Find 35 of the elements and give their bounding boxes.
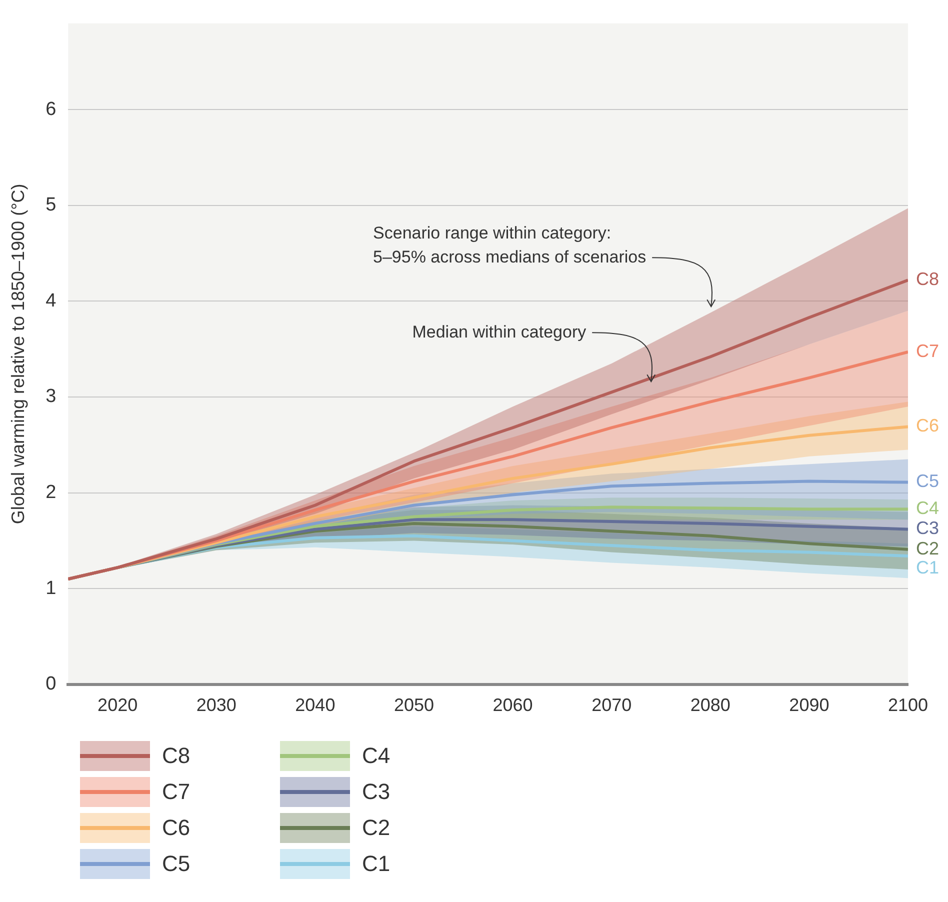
y-axis-title: Global warming relative to 1850–1900 (°C) [8,184,28,524]
y-tick-label: 6 [46,98,56,120]
text: C1 [916,557,940,578]
text: C2 [916,538,940,558]
x-tick-label: 2060 [492,695,533,716]
legend-label: C4 [362,743,390,769]
annotation: Median within category [412,322,587,342]
y-tick-label: 3 [46,386,56,408]
y-tick-label: 2 [46,482,56,504]
x-tick-label: 2080 [690,695,730,716]
x-tick-label: 2020 [98,695,138,716]
legend-label: C2 [362,815,390,841]
text: C6 [916,416,940,436]
x-tick-label: 2040 [295,695,336,716]
text: C3 [916,518,940,538]
legend-label: C7 [162,779,190,805]
legend-label: C6 [162,815,190,841]
y-tick-label: 5 [46,194,56,216]
x-tick-label: 2100 [888,695,928,716]
y-tick-label: 0 [46,674,56,695]
legend-label: C1 [362,851,390,877]
x-tick-label: 2070 [592,695,632,716]
legend-label: C8 [162,743,190,769]
legend-label: C3 [362,779,390,805]
x-tick-label: 2030 [196,695,236,716]
y-tick-label: 4 [46,290,57,312]
x-tick-label: 2050 [394,695,434,716]
text: C5 [916,471,940,492]
y-tick-label: 1 [46,578,56,599]
legend-label: C5 [162,851,190,877]
text: C4 [916,498,940,518]
text: C7 [916,340,940,361]
x-tick-label: 2090 [789,695,830,716]
text: C8 [916,269,940,290]
annotation: Scenario range within category: 5–95% across medians of scenarios [373,223,646,266]
